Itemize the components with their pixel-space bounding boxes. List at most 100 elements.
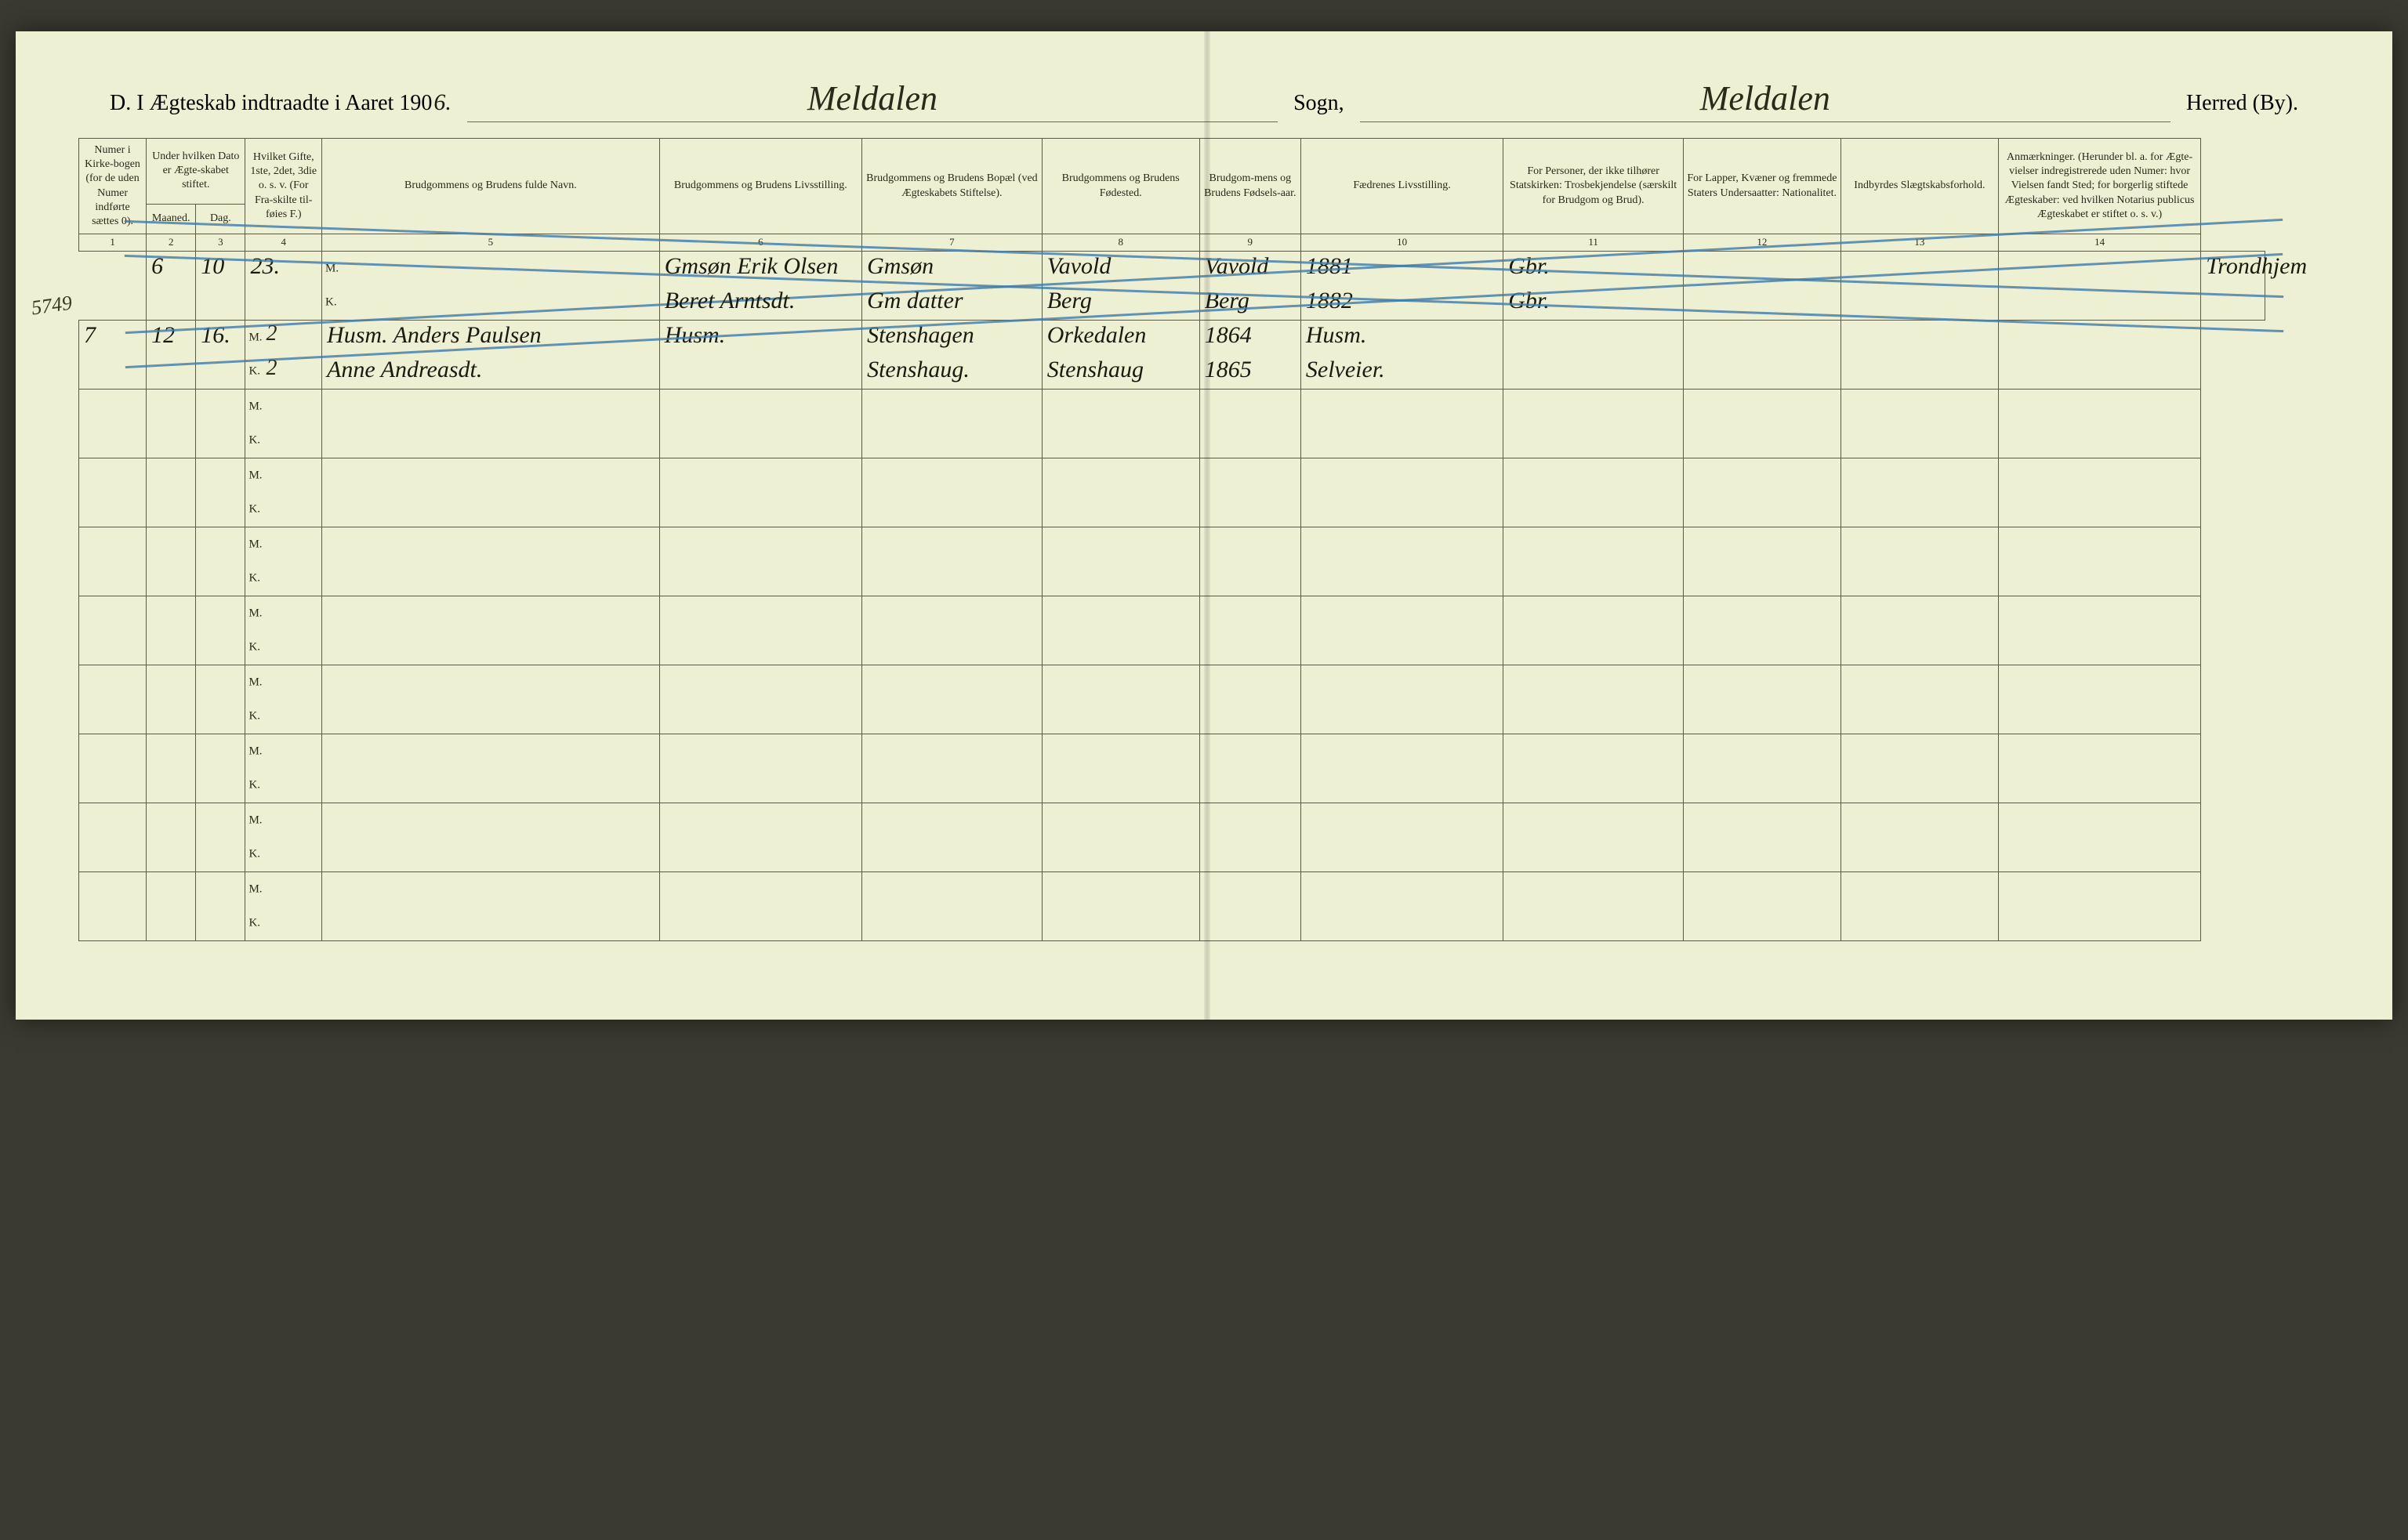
empty-cell [1042, 700, 1199, 734]
mk-label: M. [248, 538, 262, 551]
groom-bopael: Vavold [1042, 252, 1199, 286]
col11-cell [1503, 321, 1684, 390]
col-header-13: Indbyrdes Slægtskabsforhold. [1840, 139, 1998, 234]
sogn-label: Sogn, [1293, 91, 1344, 116]
gifte-cell: M.2 [245, 321, 322, 355]
empty-cell [1840, 458, 1998, 527]
empty-cell [1300, 596, 1503, 631]
empty-cell [659, 838, 861, 872]
empty-cell [1683, 596, 1840, 665]
empty-cell [1840, 665, 1998, 734]
sogn-value: Meldalen [467, 78, 1278, 122]
empty-cell [1300, 907, 1503, 941]
bride-fodested: Berg [1199, 286, 1300, 321]
empty-cell [322, 596, 660, 631]
gifte-cell: M. [245, 458, 322, 493]
empty-cell [1998, 458, 2200, 527]
empty-cell [1300, 872, 1503, 907]
day-cell [196, 596, 245, 665]
empty-cell [1503, 458, 1684, 527]
empty-cell [1300, 493, 1503, 527]
empty-cell [659, 458, 861, 493]
empty-cell [1199, 493, 1300, 527]
margin-annotation: 5749 [30, 292, 74, 321]
empty-cell [1503, 665, 1684, 734]
colnum-9: 9 [1199, 234, 1300, 252]
day-cell [196, 527, 245, 596]
mk-label: K. [248, 710, 260, 723]
colnum-3: 3 [196, 234, 245, 252]
entry-number [79, 872, 147, 941]
empty-cell [1840, 872, 1998, 941]
bride-faedre: Gbr. [1503, 286, 1684, 321]
month-cell [147, 458, 196, 527]
groom-faedre: Husm. [1300, 321, 1503, 355]
empty-cell [1042, 631, 1199, 665]
mk-label: M. [248, 676, 262, 689]
bride-aar: 1882 [1300, 286, 1503, 321]
empty-cell [1199, 424, 1300, 458]
empty-cell [1840, 527, 1998, 596]
col-header-date-group: Under hvilken Dato er Ægte-skabet stifte… [147, 139, 245, 205]
empty-cell [1300, 458, 1503, 493]
mk-label: K. [248, 779, 260, 792]
col13-cell [1840, 321, 1998, 390]
gifte-cell: K. [245, 700, 322, 734]
table-row: M. [79, 803, 2330, 838]
mk-label: M. [248, 813, 262, 827]
entry-number [79, 527, 147, 596]
gifte-cell: M. [245, 390, 322, 424]
empty-cell [1683, 734, 1840, 803]
empty-cell [1503, 803, 1684, 872]
col-header-11: For Personer, der ikke tilhører Statskir… [1503, 139, 1684, 234]
table-row: M. [79, 872, 2330, 907]
empty-cell [322, 631, 660, 665]
table-row: M. [79, 665, 2330, 700]
month-cell [147, 527, 196, 596]
empty-cell [862, 631, 1043, 665]
bride-aar: 1865 [1199, 355, 1300, 390]
mk-label: M. [248, 607, 262, 620]
gifte-cell: K.2 [245, 355, 322, 390]
empty-cell [862, 665, 1043, 700]
colnum-1: 1 [79, 234, 147, 252]
empty-cell [1683, 390, 1840, 458]
empty-cell [1042, 562, 1199, 596]
empty-cell [1840, 596, 1998, 665]
empty-cell [1300, 734, 1503, 769]
empty-cell [659, 803, 861, 838]
colnum-14: 14 [1998, 234, 2200, 252]
gifte-cell: M. [245, 596, 322, 631]
entry-number [79, 458, 147, 527]
register-page: 5749 D. I Ægteskab indtraadte i Aaret 19… [16, 31, 2392, 1020]
empty-cell [659, 700, 861, 734]
col-header-3: Dag. [196, 204, 245, 234]
table-body: 61023.M.Gmsøn Erik OlsenGmsønVavoldVavol… [79, 252, 2330, 941]
empty-cell [1300, 424, 1503, 458]
bride-name: Beret Arntsdt. [659, 286, 861, 321]
empty-cell [659, 631, 861, 665]
col-header-12: For Lapper, Kvæner og fremmede Staters U… [1683, 139, 1840, 234]
colnum-4: 4 [245, 234, 322, 252]
empty-cell [1300, 700, 1503, 734]
header-title-prefix: D. I Ægteskab indtraadte i Aaret 190 [110, 91, 432, 115]
groom-fodested: Orkedalen [1042, 321, 1199, 355]
empty-cell [1199, 562, 1300, 596]
entry-number [79, 665, 147, 734]
empty-cell [1199, 596, 1300, 631]
gifte-cell: M. [245, 734, 322, 769]
empty-cell [862, 907, 1043, 941]
bride-name: Anne Andreasdt. [322, 355, 660, 390]
empty-cell [1042, 838, 1199, 872]
mk-label: K. [248, 917, 260, 930]
empty-cell [1199, 631, 1300, 665]
empty-cell [1998, 734, 2200, 803]
mk-label: M. [248, 400, 262, 413]
month-cell [147, 734, 196, 803]
month-cell [147, 596, 196, 665]
empty-cell [1199, 527, 1300, 562]
gifte-cell: M. [245, 665, 322, 700]
table-row: M. [79, 527, 2330, 562]
col-header-10: Fædrenes Livsstilling. [1300, 139, 1503, 234]
empty-cell [659, 596, 861, 631]
